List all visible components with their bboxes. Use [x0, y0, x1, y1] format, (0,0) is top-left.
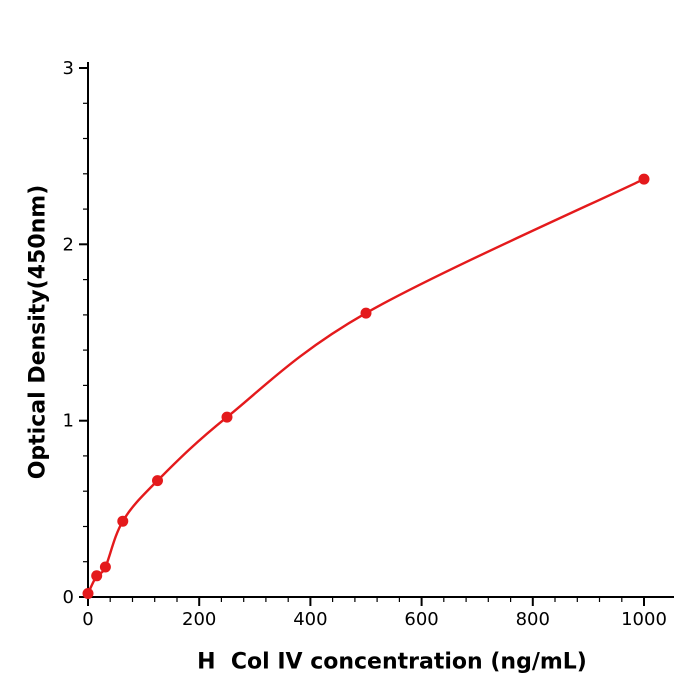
y-axis-label: Optical Density(450nm): [25, 184, 51, 480]
data-point-marker: [117, 515, 129, 527]
x-tick-label: 800: [516, 609, 550, 630]
x-tick-label: 600: [404, 609, 438, 630]
x-tick-label: 200: [182, 609, 216, 630]
x-tick-label: 400: [293, 609, 327, 630]
x-axis-label: H Col IV concentration (ng/mL): [197, 649, 587, 675]
data-point-marker: [360, 307, 372, 319]
data-point-marker: [221, 411, 233, 423]
y-tick-label: 2: [63, 234, 74, 255]
axes-spines: [87, 62, 674, 598]
y-tick-label: 0: [63, 587, 74, 608]
y-major-ticks: [79, 67, 88, 598]
minor-ticks: [83, 102, 623, 602]
data-point-marker: [638, 173, 650, 185]
data-point-marker: [91, 570, 103, 582]
x-tick-labels: 0 200 400 600 800 1000: [82, 609, 667, 630]
fit-curve: [86, 177, 646, 595]
x-tick-label: 1000: [621, 609, 667, 630]
data-point-marker: [82, 588, 94, 599]
x-tick-label: 0: [82, 609, 93, 630]
x-major-ticks: [87, 597, 645, 606]
data-point-marker: [152, 475, 163, 487]
y-tick-label: 1: [63, 411, 74, 432]
data-points: [82, 173, 650, 599]
data-point-marker: [99, 561, 111, 573]
y-tick-label: 3: [63, 58, 74, 79]
y-tick-labels: 0 1 2 3: [63, 58, 74, 608]
